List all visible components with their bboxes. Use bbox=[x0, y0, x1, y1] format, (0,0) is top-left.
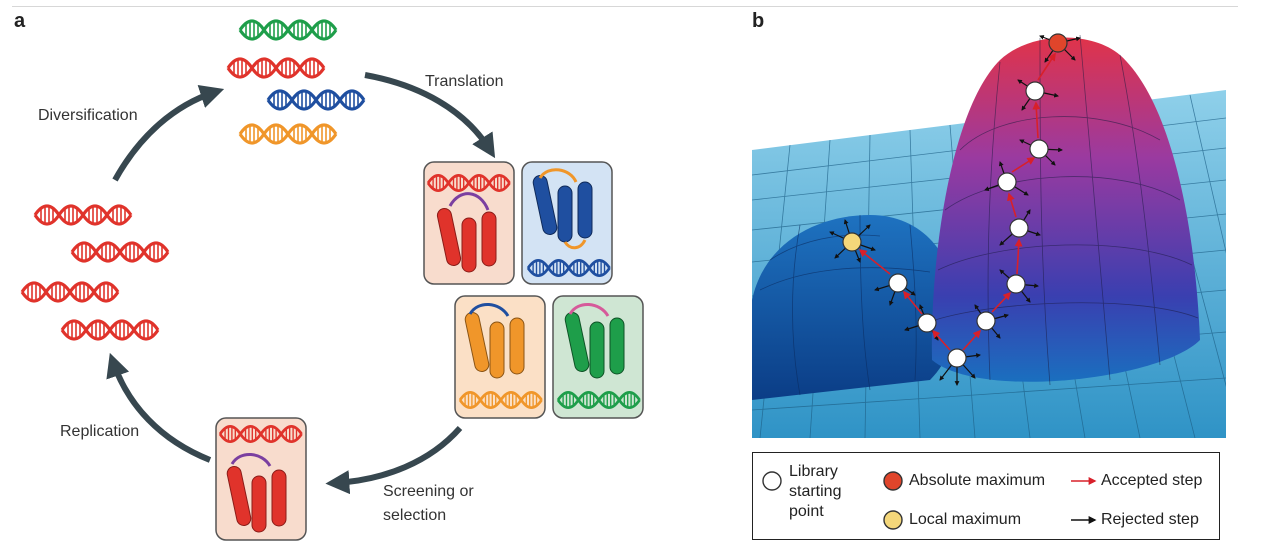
panel-b-label: b bbox=[752, 10, 765, 32]
protein-card-red bbox=[423, 161, 515, 285]
step-translation: Translation bbox=[425, 73, 504, 90]
dna-replicated-2 bbox=[70, 241, 170, 263]
dna-strand-blue bbox=[266, 89, 366, 111]
cycle-arrow-diversification bbox=[112, 85, 225, 182]
dna-replicated-3 bbox=[20, 281, 120, 303]
legend-rejected-step: Rejected step bbox=[1101, 511, 1199, 528]
legend-local-maximum: Local maximum bbox=[909, 511, 1022, 528]
accepted-step-arrows bbox=[858, 52, 1056, 351]
legend-library-line2: starting bbox=[789, 483, 842, 500]
legend-library-icon bbox=[762, 471, 782, 491]
protein-card-selected bbox=[215, 417, 307, 541]
step-screening-line1: Screening or bbox=[383, 483, 474, 500]
cycle-arrow-translation bbox=[364, 72, 496, 159]
panel-a-label: a bbox=[14, 10, 26, 32]
legend-library-line1: Library bbox=[789, 463, 838, 480]
directed-evolution-cycle-diagram bbox=[20, 19, 644, 541]
step-diversification: Diversification bbox=[38, 107, 138, 124]
dna-replicated-4 bbox=[60, 319, 160, 341]
protein-card-orange bbox=[454, 295, 546, 419]
step-replication: Replication bbox=[60, 423, 140, 440]
top-rule bbox=[12, 6, 1238, 7]
absolute-maximum-marker bbox=[1048, 33, 1068, 53]
legend-library-line3: point bbox=[789, 503, 824, 520]
protein-card-green bbox=[552, 295, 644, 419]
cycle-arrow-screening bbox=[325, 426, 463, 495]
protein-card-blue bbox=[521, 161, 613, 285]
library-starting-points bbox=[888, 81, 1049, 368]
local-maximum-marker bbox=[842, 232, 862, 252]
dna-strand-orange bbox=[238, 123, 338, 145]
legend-absolute-max-icon bbox=[883, 471, 903, 491]
cycle-arrow-replication bbox=[106, 352, 212, 463]
dna-strand-red bbox=[226, 57, 326, 79]
legend: Library starting point Absolute maximum … bbox=[752, 452, 1220, 540]
legend-absolute-maximum: Absolute maximum bbox=[909, 472, 1046, 489]
legend-accepted-step: Accepted step bbox=[1101, 472, 1203, 489]
rejected-step-arrows bbox=[829, 35, 1081, 386]
dna-replicated-1 bbox=[33, 204, 133, 226]
legend-local-max-icon bbox=[883, 510, 903, 530]
step-screening-line2: selection bbox=[383, 507, 447, 524]
dna-strand-green bbox=[238, 19, 338, 41]
legend-symbols bbox=[762, 471, 1097, 530]
